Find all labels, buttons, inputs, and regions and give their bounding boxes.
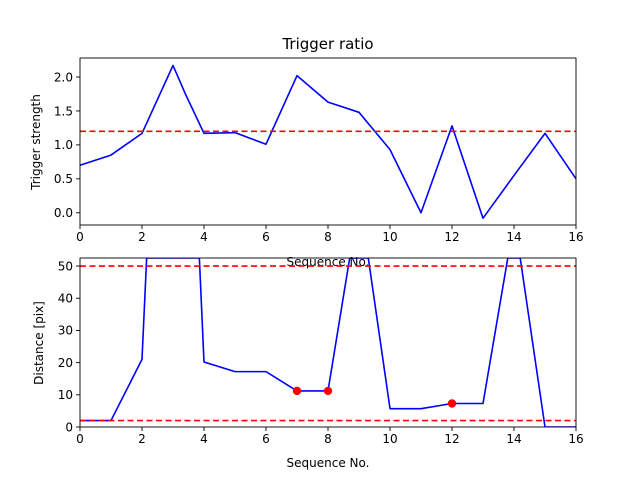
top-y-tick-label-3: 1.5 — [54, 104, 73, 118]
bottom-x-tick-label-8: 16 — [568, 432, 583, 446]
bottom-x-tick-label-1: 2 — [138, 432, 146, 446]
bottom-x-tick-label-7: 14 — [506, 432, 521, 446]
bottom-chart-panel: Distance [pix] Sequence No. 0 2 4 6 8 10 12 14 1… — [32, 257, 584, 470]
bottom-y-tick-label-2: 20 — [58, 356, 73, 370]
top-x-tick-label-5: 10 — [382, 230, 397, 244]
bottom-chart-ylabel: Distance [pix] — [32, 301, 46, 385]
top-x-tick-label-2: 4 — [200, 230, 208, 244]
top-x-tick-label-4: 8 — [324, 230, 332, 244]
top-y-tick-label-0: 0.0 — [54, 206, 73, 220]
bottom-chart-plot-area: 0 2 4 6 8 10 12 14 16 0 10 20 30 40 50 — [58, 257, 584, 446]
top-chart-title: Trigger ratio — [281, 35, 373, 53]
top-y-tick-label-4: 2.0 — [54, 70, 73, 84]
top-x-tick-label-1: 2 — [138, 230, 146, 244]
bottom-y-tick-label-4: 40 — [58, 292, 73, 306]
bottom-marker-point-0 — [292, 386, 302, 396]
top-x-tick-label-6: 12 — [444, 230, 459, 244]
top-chart-panel: Trigger ratio Trigger strength Sequence … — [29, 35, 584, 269]
top-x-tick-label-8: 16 — [568, 230, 583, 244]
bottom-marker-point-1 — [323, 386, 333, 396]
bottom-y-tick-label-5: 50 — [58, 259, 73, 273]
bottom-x-tick-label-6: 12 — [444, 432, 459, 446]
bottom-y-tick-label-3: 30 — [58, 324, 73, 338]
top-y-tick-label-1: 0.5 — [54, 172, 73, 186]
top-chart-plot-area: 0 2 4 6 8 10 12 14 16 0.0 0.5 1.0 1.5 2.0 — [54, 57, 584, 244]
bottom-y-tick-label-0: 0 — [65, 420, 73, 434]
top-x-tick-label-7: 14 — [506, 230, 521, 244]
top-series-line-0 — [80, 64, 576, 220]
bottom-marker-point-2 — [447, 399, 457, 408]
bottom-x-tick-label-5: 10 — [382, 432, 397, 446]
bottom-chart-xlabel: Sequence No. — [287, 456, 370, 470]
bottom-x-tick-label-2: 4 — [200, 432, 208, 446]
top-chart-xlabel: Sequence No. — [287, 255, 370, 269]
top-x-tick-label-0: 0 — [76, 230, 84, 244]
top-chart-ylabel: Trigger strength — [29, 94, 43, 191]
bottom-x-tick-label-3: 6 — [262, 432, 270, 446]
bottom-y-tick-label-1: 10 — [58, 388, 73, 402]
top-x-tick-label-3: 6 — [262, 230, 270, 244]
bottom-x-tick-label-0: 0 — [76, 432, 84, 446]
top-y-tick-label-2: 1.0 — [54, 138, 73, 152]
bottom-series-line-0 — [80, 258, 576, 427]
bottom-x-tick-label-4: 8 — [324, 432, 332, 446]
